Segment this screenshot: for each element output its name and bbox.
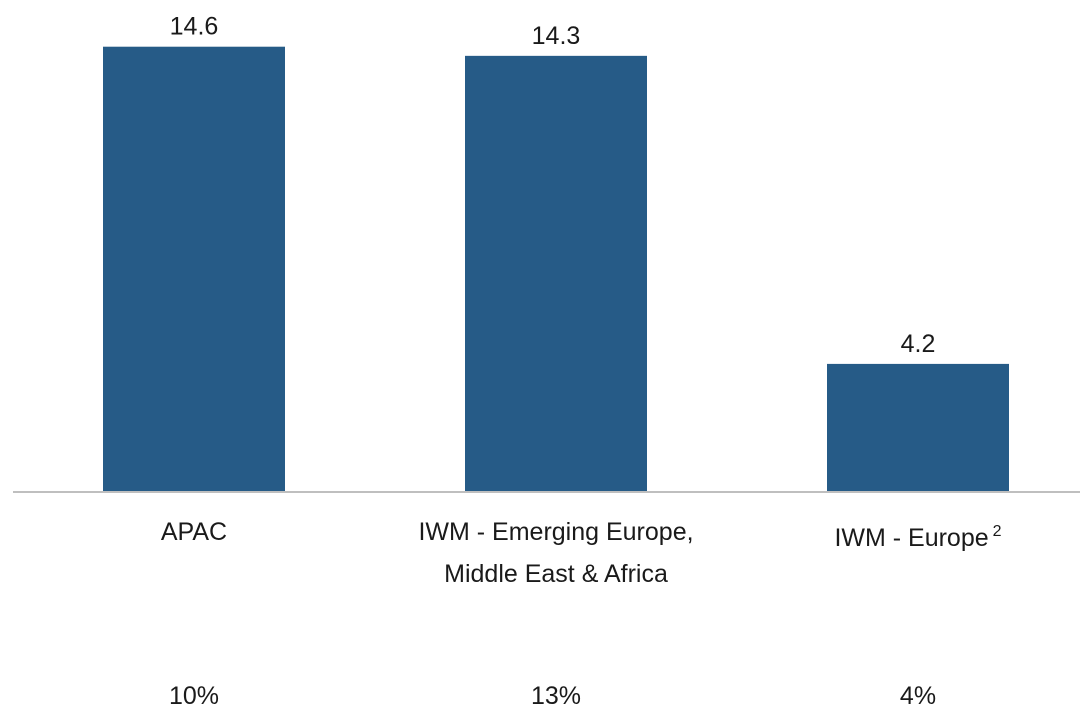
bar <box>465 55 647 492</box>
category-text: IWM - Emerging Europe, Middle East & Afr… <box>418 518 694 588</box>
x-tick-label: APAC <box>24 511 364 553</box>
secondary-value-label: 13% <box>531 682 581 710</box>
secondary-value-label: 4% <box>900 682 936 710</box>
bar <box>827 363 1009 492</box>
category-text: IWM - Europe <box>834 524 989 552</box>
value-label: 4.2 <box>901 330 936 358</box>
secondary-value-label: 10% <box>169 682 219 710</box>
x-tick-label: IWM - Emerging Europe, Middle East & Afr… <box>386 511 726 595</box>
bar <box>103 46 285 492</box>
value-label: 14.3 <box>532 22 581 50</box>
category-text: APAC <box>160 518 228 546</box>
value-label: 14.6 <box>170 13 219 41</box>
x-tick-label: IWM - Europe 2 <box>748 511 1080 559</box>
footnote-marker: 2 <box>992 523 1002 540</box>
